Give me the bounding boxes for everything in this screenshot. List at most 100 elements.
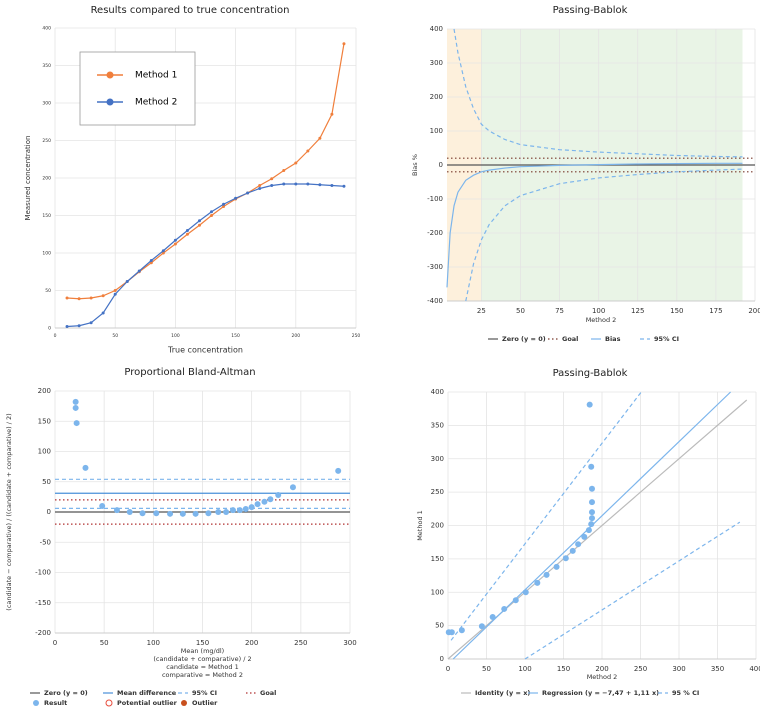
point-marker: [197, 223, 201, 227]
point-marker: [246, 191, 250, 195]
y-tick-label: 200: [42, 176, 51, 182]
legend-label: Potential outlier: [117, 699, 178, 707]
series-line: [450, 391, 642, 641]
point-marker: [234, 196, 238, 200]
y-tick-label: 250: [431, 488, 444, 496]
point-marker: [89, 296, 93, 300]
scatter-point: [588, 515, 595, 522]
legend-label: Zero (y = 0): [502, 335, 546, 343]
x-tick-label: 25: [477, 307, 486, 315]
point-marker: [197, 219, 201, 223]
series-line: [453, 28, 743, 158]
scatter-point: [588, 463, 595, 470]
x-tick-label: 300: [343, 639, 356, 647]
y-tick-label: 350: [431, 421, 444, 429]
point-marker: [210, 214, 214, 217]
x-tick-label: 100: [171, 333, 180, 339]
y-tick-label: 300: [42, 101, 51, 107]
y-tick-label: -150: [35, 599, 51, 607]
chart-title: Results compared to true concentration: [91, 5, 290, 16]
scatter-point: [99, 502, 106, 509]
legend-label: Mean difference: [117, 689, 177, 697]
y-tick-label: 300: [431, 455, 444, 463]
point-marker: [65, 325, 69, 328]
point-marker: [210, 210, 214, 214]
chart-title: Passing-Bablok: [553, 5, 628, 16]
point-marker: [258, 184, 262, 187]
point-marker: [137, 269, 141, 273]
y-tick-label: 150: [42, 213, 51, 219]
x-tick-label: 200: [748, 307, 760, 315]
legend-swatch: [105, 699, 113, 707]
x-tick-label: 150: [231, 333, 240, 339]
series-line: [465, 168, 743, 302]
x-tick-label: 200: [595, 665, 608, 673]
scatter-point: [267, 496, 274, 503]
x-tick-label: 100: [592, 307, 605, 315]
legend-label: Result: [44, 699, 67, 707]
legend-label: 95% CI: [654, 335, 679, 343]
scatter-point: [543, 571, 550, 578]
x-tick-label: 250: [634, 665, 647, 673]
point-marker: [342, 184, 346, 188]
scatter-point: [73, 420, 80, 427]
point-marker: [173, 238, 177, 242]
x-tick-label: 75: [555, 307, 564, 315]
x-tick-label: 100: [518, 665, 531, 673]
scatter-point: [588, 499, 595, 506]
point-marker: [161, 249, 165, 253]
legend-label: Method 2: [135, 98, 177, 108]
series-line: [67, 43, 345, 300]
scatter-point: [205, 510, 212, 517]
scatter-point: [335, 467, 342, 474]
x-tick-label: 50: [516, 307, 525, 315]
scatter-point: [179, 510, 186, 517]
scatter-point: [254, 501, 261, 508]
chart-title: Proportional Bland-Altman: [124, 367, 255, 378]
y-tick-label: 150: [431, 555, 444, 563]
y-tick-label: 100: [42, 251, 51, 257]
x-axis-label: True concentration: [167, 346, 243, 355]
scatter-point: [489, 613, 496, 620]
scatter-point: [501, 605, 508, 612]
x-tick-label: 250: [352, 333, 361, 339]
scatter-point: [522, 589, 529, 596]
x-tick-label: 0: [53, 639, 57, 647]
scatter-point: [275, 492, 282, 499]
x-axis-label: comparative = Method 2: [162, 671, 243, 679]
scatter-point: [236, 507, 243, 514]
scatter-point: [223, 509, 230, 515]
scatter-point: [588, 521, 595, 528]
series-line: [524, 521, 741, 660]
y-tick-label: 150: [38, 417, 51, 425]
x-tick-label: 175: [709, 307, 722, 315]
scatter-point: [478, 623, 485, 630]
point-marker: [149, 261, 153, 265]
chart-panel: -200 -150 -100 -50 0 50 100 150 200 0 50 100 150 200 2…: [5, 367, 357, 707]
y-tick-label: 200: [431, 522, 444, 530]
y-tick-label: 50: [42, 478, 51, 486]
legend-box: [79, 51, 196, 126]
y-axis-label: Bias %: [411, 154, 419, 176]
chart-panel: 0 50 100 150 200 250 300 350 400 0 50 100 150 200 250 3…: [416, 368, 760, 697]
legend-label: 95% CI: [192, 689, 217, 697]
legend-label: 95 % CI: [672, 689, 699, 697]
scatter-point: [534, 579, 541, 586]
scatter-point: [458, 627, 465, 634]
legend-label: Identity (y = x): [475, 689, 530, 697]
point-marker: [342, 42, 346, 46]
point-marker: [258, 187, 262, 190]
y-axis-label: Measured concentration: [24, 136, 32, 221]
y-tick-label: 200: [430, 93, 443, 101]
legend-label: Outlier: [192, 699, 218, 707]
point-marker: [282, 169, 286, 172]
x-axis-label: (candidate + comparative) / 2: [153, 655, 251, 663]
y-tick-label: -100: [427, 195, 443, 203]
scatter-point: [588, 485, 595, 492]
point-marker: [270, 184, 274, 187]
x-tick-label: 50: [112, 333, 118, 339]
point-marker: [306, 182, 310, 186]
point-marker: [113, 292, 117, 296]
legend-swatch: [33, 700, 39, 706]
scatter-point: [215, 509, 222, 515]
